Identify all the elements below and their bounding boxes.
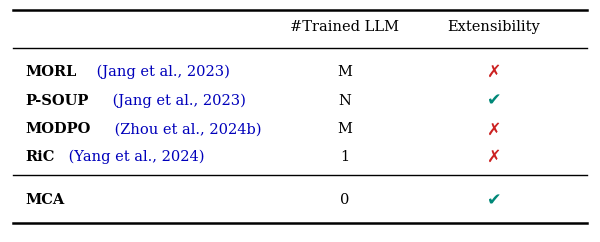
Text: (Jang et al., 2023): (Jang et al., 2023) (92, 65, 230, 79)
Text: ✗: ✗ (487, 63, 502, 81)
Text: RiC: RiC (25, 150, 55, 164)
Text: ✔: ✔ (487, 92, 502, 110)
Text: MODPO: MODPO (25, 122, 91, 136)
Text: M: M (337, 65, 352, 79)
Text: MCA: MCA (25, 193, 65, 207)
Text: #Trained LLM: #Trained LLM (290, 20, 399, 33)
Text: P-SOUP: P-SOUP (25, 94, 89, 108)
Text: Extensibility: Extensibility (448, 20, 541, 33)
Text: (Zhou et al., 2024b): (Zhou et al., 2024b) (110, 122, 262, 136)
Text: N: N (338, 94, 351, 108)
Text: 0: 0 (340, 193, 349, 207)
Text: (Jang et al., 2023): (Jang et al., 2023) (108, 93, 246, 108)
Text: M: M (337, 122, 352, 136)
Text: (Yang et al., 2024): (Yang et al., 2024) (64, 150, 205, 164)
Text: 1: 1 (340, 150, 349, 164)
Text: ✗: ✗ (487, 120, 502, 138)
Text: MORL: MORL (25, 65, 77, 79)
Text: ✔: ✔ (487, 191, 502, 209)
Text: ✗: ✗ (487, 148, 502, 166)
